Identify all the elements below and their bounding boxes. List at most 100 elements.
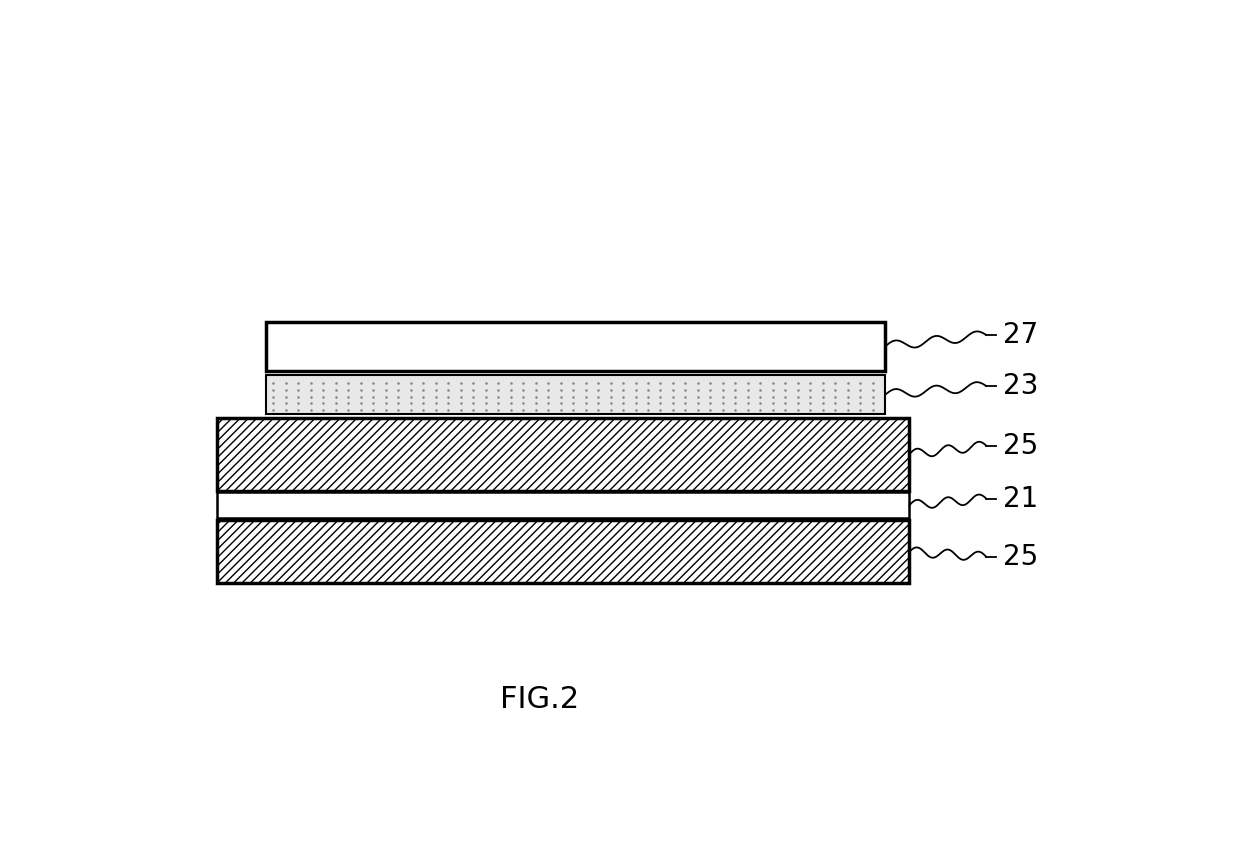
Point [401, 377, 420, 390]
Point [301, 377, 321, 390]
Point [701, 383, 720, 396]
Point [738, 396, 758, 410]
Point [738, 390, 758, 403]
Point [863, 383, 883, 396]
Point [613, 403, 632, 417]
Point [826, 377, 846, 390]
Point [388, 390, 408, 403]
Point [401, 390, 420, 403]
Point [600, 396, 620, 410]
Point [501, 390, 521, 403]
Point [489, 396, 508, 410]
Point [376, 403, 396, 417]
Point [288, 383, 308, 396]
Point [513, 377, 533, 390]
Point [538, 377, 558, 390]
Point [801, 396, 821, 410]
Point [388, 377, 408, 390]
Point [339, 383, 358, 396]
Point [351, 383, 371, 396]
Point [813, 390, 833, 403]
Point [588, 403, 608, 417]
Point [413, 390, 433, 403]
Point [425, 377, 445, 390]
Point [676, 383, 696, 396]
Point [263, 377, 283, 390]
Point [588, 377, 608, 390]
Point [738, 403, 758, 417]
Point [725, 396, 745, 410]
Point [663, 403, 683, 417]
Point [763, 377, 782, 390]
Point [326, 396, 346, 410]
Point [501, 396, 521, 410]
Point [701, 396, 720, 410]
Point [639, 390, 658, 403]
Point [663, 383, 683, 396]
Point [450, 377, 470, 390]
Point [263, 383, 283, 396]
Point [763, 403, 782, 417]
Point [563, 403, 583, 417]
Point [301, 396, 321, 410]
Point [676, 377, 696, 390]
Point [651, 377, 671, 390]
Point [563, 383, 583, 396]
Point [326, 377, 346, 390]
Point [464, 377, 484, 390]
Point [725, 390, 745, 403]
Point [438, 403, 458, 417]
Point [651, 390, 671, 403]
Point [363, 390, 383, 403]
Point [526, 390, 546, 403]
Point [676, 390, 696, 403]
Point [688, 396, 708, 410]
Point [651, 396, 671, 410]
Point [750, 383, 770, 396]
Point [826, 390, 846, 403]
Point [314, 377, 334, 390]
Point [351, 403, 371, 417]
Point [425, 396, 445, 410]
Point [288, 390, 308, 403]
Point [787, 383, 807, 396]
Point [314, 383, 334, 396]
Point [288, 403, 308, 417]
Point [738, 383, 758, 396]
Point [489, 377, 508, 390]
Point [763, 390, 782, 403]
Point [275, 396, 295, 410]
Point [713, 377, 733, 390]
Point [701, 390, 720, 403]
Point [263, 396, 283, 410]
Point [538, 403, 558, 417]
Point [376, 377, 396, 390]
Point [851, 377, 870, 390]
Point [388, 383, 408, 396]
Point [526, 396, 546, 410]
Point [438, 390, 458, 403]
Point [551, 396, 570, 410]
Point [775, 396, 795, 410]
Point [713, 396, 733, 410]
Point [326, 403, 346, 417]
Point [450, 403, 470, 417]
Point [450, 383, 470, 396]
Point [314, 396, 334, 410]
Point [626, 403, 646, 417]
Point [526, 377, 546, 390]
Point [538, 383, 558, 396]
Point [376, 390, 396, 403]
Point [563, 390, 583, 403]
Point [401, 383, 420, 396]
Point [613, 390, 632, 403]
Point [713, 390, 733, 403]
Point [526, 403, 546, 417]
Point [489, 383, 508, 396]
Point [489, 390, 508, 403]
Point [801, 390, 821, 403]
Point [288, 396, 308, 410]
Point [750, 377, 770, 390]
Point [388, 403, 408, 417]
Point [476, 377, 496, 390]
